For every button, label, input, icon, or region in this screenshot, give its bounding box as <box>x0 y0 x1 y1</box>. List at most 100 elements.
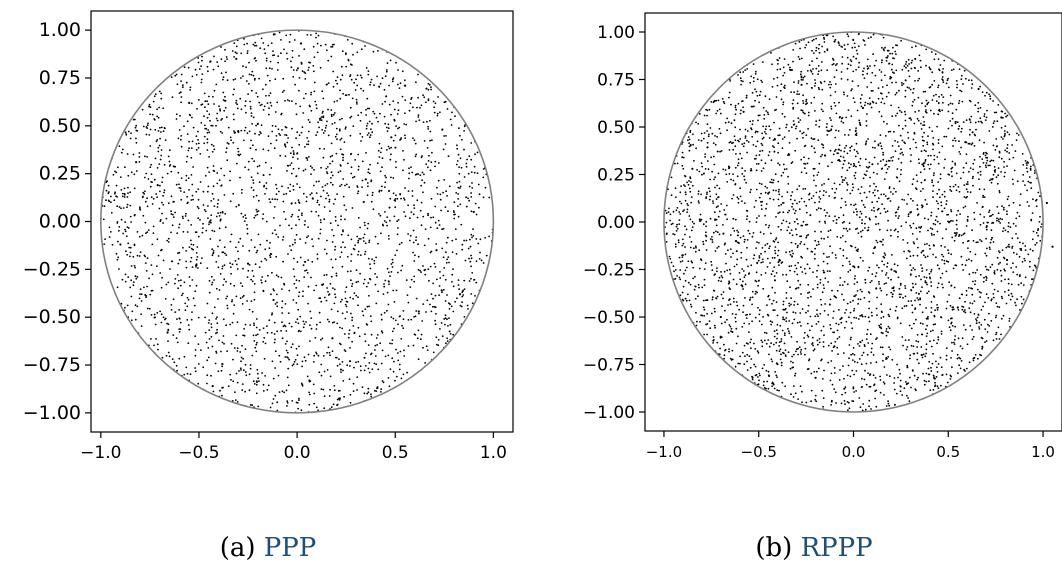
scatter-point <box>730 256 732 258</box>
scatter-point <box>908 400 911 403</box>
scatter-point <box>912 241 915 244</box>
scatter-point <box>986 331 989 333</box>
scatter-point <box>931 234 933 236</box>
y-tick-label: −1.00 <box>23 402 81 424</box>
scatter-point <box>686 203 689 205</box>
scatter-point <box>739 128 741 131</box>
scatter-point <box>248 130 251 133</box>
scatter-point <box>127 186 129 189</box>
scatter-point <box>366 122 369 125</box>
scatter-point <box>380 388 383 391</box>
scatter-point <box>260 37 263 40</box>
scatter-point <box>947 252 950 255</box>
scatter-point <box>920 66 922 69</box>
scatter-point <box>875 102 878 104</box>
scatter-point <box>169 268 171 270</box>
scatter-point <box>334 293 336 296</box>
scatter-point <box>790 393 792 396</box>
scatter-point <box>345 286 348 289</box>
scatter-point <box>417 73 419 76</box>
scatter-point <box>272 288 275 290</box>
scatter-point <box>843 377 845 380</box>
scatter-point <box>397 227 399 229</box>
scatter-point <box>166 322 169 325</box>
scatter-point <box>943 135 946 138</box>
scatter-point <box>958 99 961 102</box>
scatter-point <box>443 318 446 320</box>
scatter-point <box>815 191 818 194</box>
scatter-point <box>167 155 170 158</box>
scatter-point <box>804 163 807 165</box>
scatter-point <box>961 127 963 130</box>
scatter-point <box>197 147 200 149</box>
scatter-point <box>411 190 414 192</box>
scatter-point <box>698 218 701 221</box>
scatter-point <box>270 293 272 296</box>
scatter-point <box>194 354 197 357</box>
scatter-point <box>978 326 980 328</box>
scatter-point <box>341 298 343 301</box>
scatter-point <box>221 394 223 397</box>
scatter-point <box>167 281 170 284</box>
scatter-point <box>256 165 259 168</box>
scatter-point <box>813 96 816 99</box>
scatter-point <box>927 290 930 293</box>
scatter-point <box>379 82 382 85</box>
scatter-point <box>302 192 305 195</box>
scatter-point <box>829 270 831 272</box>
scatter-point <box>179 284 182 287</box>
scatter-point <box>688 236 691 238</box>
scatter-point <box>232 113 235 116</box>
scatter-point <box>368 294 370 297</box>
scatter-point <box>345 52 347 55</box>
scatter-point <box>721 276 724 279</box>
scatter-point <box>285 134 288 137</box>
scatter-point <box>429 119 431 122</box>
scatter-point <box>812 167 815 170</box>
scatter-point <box>996 219 998 222</box>
scatter-point <box>394 146 397 149</box>
scatter-point <box>923 217 926 220</box>
scatter-point <box>757 284 759 287</box>
scatter-point <box>182 292 184 295</box>
scatter-point <box>954 162 957 165</box>
scatter-point <box>166 172 169 175</box>
scatter-point <box>208 319 211 321</box>
scatter-point <box>806 82 808 85</box>
scatter-point <box>366 182 369 184</box>
x-tick-label: 0.5 <box>382 443 409 463</box>
scatter-point <box>774 246 777 248</box>
scatter-point <box>256 95 259 98</box>
scatter-point <box>357 168 360 171</box>
scatter-point <box>462 294 465 296</box>
scatter-point <box>365 285 368 288</box>
scatter-point <box>244 348 247 351</box>
scatter-point <box>305 321 307 323</box>
scatter-point <box>853 162 855 165</box>
scatter-point <box>690 229 693 232</box>
scatter-point <box>1011 237 1014 240</box>
scatter-point <box>840 78 843 80</box>
scatter-point <box>452 268 454 270</box>
scatter-point <box>292 150 295 152</box>
scatter-point <box>370 200 373 203</box>
scatter-point <box>371 194 374 197</box>
scatter-point <box>755 247 757 250</box>
scatter-point <box>138 152 141 154</box>
scatter-point <box>177 287 180 290</box>
scatter-point <box>743 322 746 325</box>
scatter-point <box>901 394 904 396</box>
scatter-point <box>1008 320 1011 322</box>
scatter-point <box>199 181 202 183</box>
scatter-point <box>199 153 202 155</box>
scatter-point <box>1021 261 1024 263</box>
scatter-point <box>429 265 432 268</box>
scatter-point <box>429 169 432 172</box>
scatter-point <box>865 124 868 127</box>
scatter-point <box>252 144 254 147</box>
scatter-point <box>881 86 884 88</box>
scatter-point <box>157 254 160 257</box>
scatter-point <box>708 108 711 111</box>
scatter-point <box>255 383 258 386</box>
scatter-point <box>686 181 688 184</box>
